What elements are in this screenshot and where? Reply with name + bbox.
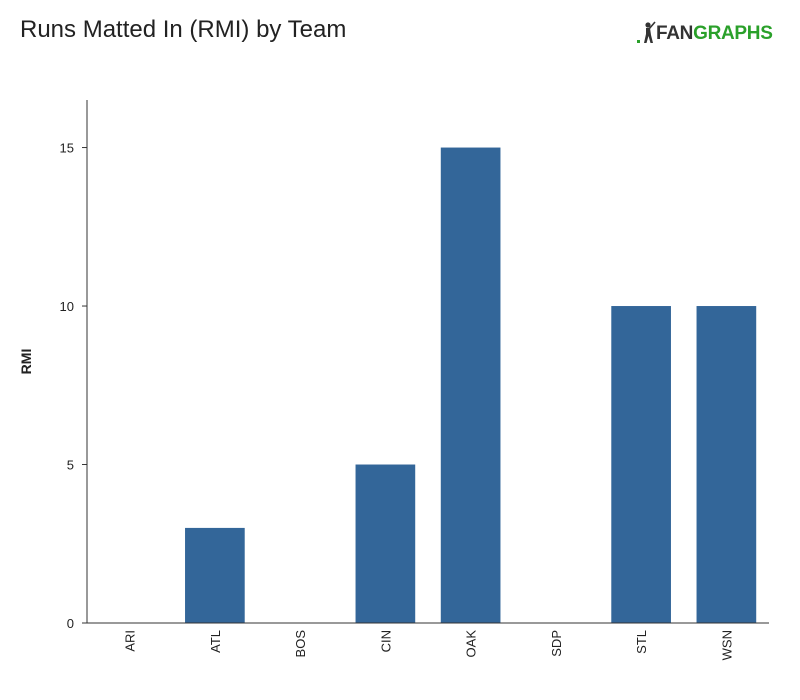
logo-text-graphs: GRAPHS — [693, 22, 773, 44]
x-tick-label-ari: ARI — [123, 630, 138, 652]
x-tick-label-cin: CIN — [378, 630, 393, 652]
logo-text-fan: FAN — [656, 22, 694, 44]
y-axis-label: RMI — [18, 349, 34, 375]
y-tick-label: 5 — [67, 458, 74, 473]
bar-oak — [440, 147, 501, 623]
x-tick-label-oak: OAK — [464, 630, 479, 658]
logo-wordmark: FANGRAPHS — [656, 24, 773, 43]
x-tick-label-wsn: WSN — [719, 630, 734, 660]
chart-title: Runs Matted In (RMI) by Team — [20, 16, 347, 43]
x-tick-label-sdp: SDP — [549, 630, 564, 657]
y-tick-label: 15 — [60, 141, 74, 156]
x-tick-label-atl: ATL — [208, 630, 223, 653]
bar-cin — [355, 464, 416, 623]
bar-wsn — [696, 306, 757, 623]
fangraphs-logo[interactable]: FANGRAPHS — [636, 20, 773, 46]
bar-stl — [611, 306, 671, 623]
batter-icon — [637, 21, 656, 43]
x-tick-label-stl: STL — [634, 630, 649, 654]
x-tick-label-bos: BOS — [293, 630, 308, 658]
y-tick-label: 10 — [60, 299, 74, 314]
y-tick-label: 0 — [67, 616, 74, 631]
bar-atl — [185, 527, 245, 623]
